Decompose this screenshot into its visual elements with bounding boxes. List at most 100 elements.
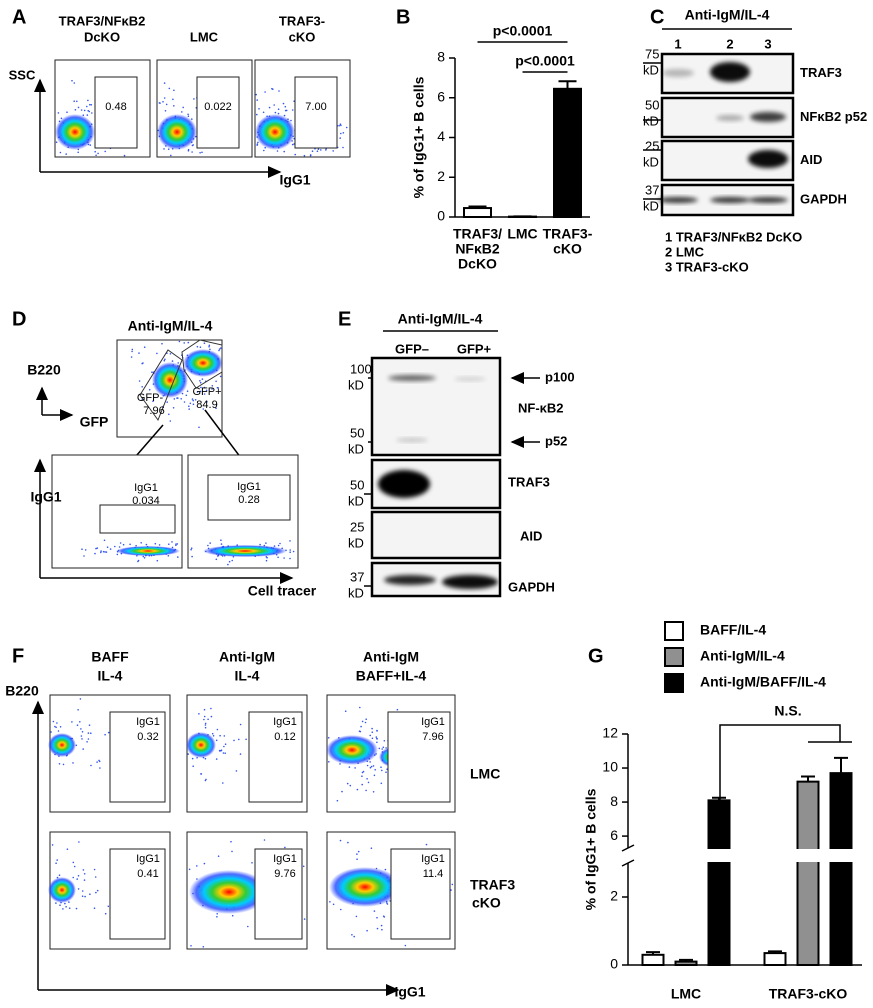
axis-label: B220 [27, 362, 61, 378]
x-tick-label: TRAF3-cKO [769, 986, 848, 1002]
cell-dot [317, 148, 320, 150]
blot [370, 458, 502, 510]
cell-dot [97, 152, 99, 155]
y-tick-label: 0 [437, 208, 445, 224]
cell-dot [345, 126, 348, 129]
cell-dot [156, 559, 159, 562]
cell-dot [96, 889, 99, 892]
cell-dot [366, 764, 369, 767]
gate [207, 474, 291, 521]
cell-dot [100, 550, 102, 552]
cell-dot [166, 401, 168, 403]
axis-label: B220 [5, 683, 39, 699]
cell-dot [382, 915, 385, 917]
cell-dot [187, 753, 189, 755]
cell-dot [191, 398, 194, 400]
cell-dot [185, 394, 188, 397]
cell-dot [375, 736, 378, 738]
blot-title: Anti-IgM/IL-4 [398, 311, 483, 327]
column-title: TRAF3/NFκB2 [59, 13, 146, 28]
cell-dot [88, 724, 91, 726]
cell-dot [87, 99, 89, 102]
cell-dot [87, 738, 90, 740]
legend-label: BAFF/IL-4 [700, 622, 766, 638]
cell-dot [349, 784, 352, 787]
axis-label: GFP [80, 414, 109, 430]
cell-dot [329, 901, 331, 903]
cell-dot [291, 109, 294, 111]
cell-dot [72, 861, 75, 864]
cell-dot [209, 542, 211, 544]
cell-dot [81, 731, 84, 733]
cell-dot [114, 545, 116, 548]
cell-dot [135, 544, 137, 547]
cell-dot [83, 555, 85, 557]
blot-band [396, 438, 428, 442]
cell-dot [200, 773, 203, 775]
cell-dot [257, 141, 259, 144]
cell-dot [106, 546, 109, 548]
marker-size: 37 [350, 569, 364, 584]
cell-dot [192, 765, 194, 767]
cell-dot [99, 767, 101, 769]
gate [254, 848, 303, 940]
cell-dot [303, 154, 306, 157]
cell-dot [302, 865, 305, 868]
lane-label: 3 [764, 36, 771, 51]
cell-dot [277, 544, 280, 547]
cell-dot [175, 543, 177, 545]
bar [707, 799, 731, 966]
cell-dot [141, 386, 143, 388]
gate-value: 7.96 [422, 731, 443, 743]
cell-dot [200, 386, 202, 389]
cell-dot [80, 109, 83, 111]
cell-dot [339, 839, 342, 842]
marker-size: 100 [350, 361, 372, 376]
column-title: BAFF [91, 649, 129, 665]
blot-band [748, 150, 788, 168]
cell-dot [351, 934, 353, 936]
cell-dot [122, 543, 125, 546]
x-tick-label: cKO [553, 241, 582, 257]
cell-dot [201, 378, 204, 380]
cell-dot [86, 741, 88, 743]
cell-dot [376, 737, 378, 740]
cell-dot [203, 393, 206, 395]
gate [94, 76, 138, 149]
gate [248, 711, 303, 803]
cell-dot [196, 865, 198, 867]
y-tick-label: 2 [610, 888, 618, 904]
significance-label: p<0.0001 [493, 23, 553, 39]
cell-dot [220, 543, 223, 545]
cell-dot [66, 111, 68, 113]
cell-dot [210, 707, 212, 710]
cell-dot [71, 79, 73, 82]
gate-name: IgG1 [421, 853, 445, 865]
blot-band [658, 197, 698, 203]
cell-dot [79, 698, 82, 700]
cell-density [157, 114, 197, 150]
cell-dot [451, 883, 454, 886]
cell-dot [163, 148, 165, 150]
cell-dot [371, 727, 373, 730]
cell-dot [279, 542, 281, 545]
cell-dot [376, 927, 379, 930]
cell-dot [196, 391, 199, 393]
cell-dot [88, 110, 91, 113]
cell-dot [109, 548, 112, 550]
cell-dot [164, 110, 167, 112]
cell-dot [342, 132, 345, 134]
cell-dot [231, 850, 233, 853]
cell-dot [365, 789, 367, 792]
x-tick-label: TRAF3/ [453, 226, 502, 242]
cell-dot [163, 359, 166, 362]
cell-dot [182, 106, 184, 109]
cell-dot [169, 420, 172, 422]
blot [370, 510, 502, 560]
cell-dot [51, 844, 54, 846]
x-tick-label: NFκB2 [455, 241, 500, 257]
cell-dot [57, 730, 60, 732]
x-tick-label: TRAF3- [543, 226, 593, 242]
row-label: TRAF3 [470, 877, 515, 893]
axis-label: IgG1 [394, 984, 425, 1000]
